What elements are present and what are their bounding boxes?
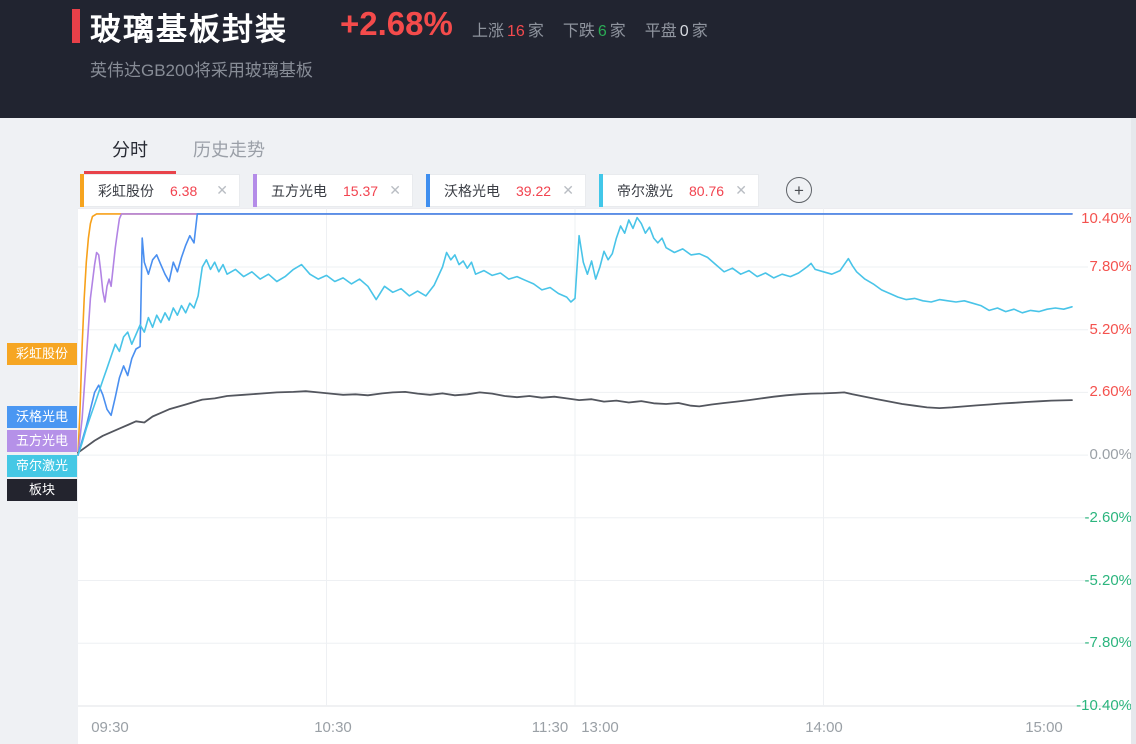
add-stock-button[interactable]: + xyxy=(786,177,812,203)
y-axis-label: 10.40% xyxy=(1081,210,1132,227)
close-icon[interactable]: ✕ xyxy=(735,182,747,198)
series-badge-sector: 板块 xyxy=(7,479,77,501)
x-axis-label: 10:30 xyxy=(314,719,352,736)
y-axis-label: -7.80% xyxy=(1084,634,1132,651)
stock-chip-bar: 彩虹股份 6.38 ✕ 五方光电 15.37 ✕ 沃格光电 39.22 ✕ 帝尔… xyxy=(80,174,759,207)
chip-color-bar xyxy=(426,174,430,207)
x-axis-label: 15:00 xyxy=(1025,719,1063,736)
tab-minute-label: 分时 xyxy=(112,140,148,160)
x-axis-label: 11:30 xyxy=(531,719,569,736)
stat-label: 下跌 xyxy=(562,23,595,40)
x-axis-label: 13:00 xyxy=(581,719,619,736)
chip-stock-name: 帝尔激光 xyxy=(617,182,673,199)
y-axis-label: 5.20% xyxy=(1089,321,1132,338)
stat-unit: 家 xyxy=(609,23,626,40)
stat-label: 平盘 xyxy=(644,23,677,40)
tab-history[interactable]: 历史走势 xyxy=(193,136,265,162)
y-axis-label: 2.60% xyxy=(1089,383,1132,400)
y-axis-label: 7.80% xyxy=(1089,258,1132,275)
title-accent-bar xyxy=(72,9,80,43)
tab-history-label: 历史走势 xyxy=(193,140,265,160)
chip-stock-price: 15.37 xyxy=(343,182,379,199)
close-icon[interactable]: ✕ xyxy=(562,182,574,198)
tab-minute[interactable]: 分时 xyxy=(84,136,176,174)
stat-unchanged: 平盘 0 家 xyxy=(645,17,708,41)
chip-color-bar xyxy=(253,174,257,207)
chip-stock-price: 6.38 xyxy=(170,182,198,199)
chip-stock-name: 五方光电 xyxy=(271,182,327,199)
chip-color-bar xyxy=(80,174,84,207)
series-badge-woge: 沃格光电 xyxy=(7,406,77,428)
header: 玻璃基板封装 +2.68% 上涨 16 家 下跌 6 家 平盘 0 家 英伟达GB200将采… xyxy=(0,0,1136,118)
stock-chip-dier[interactable]: 帝尔激光 80.76 ✕ xyxy=(599,174,759,207)
stat-value: 6 xyxy=(597,23,607,40)
chip-stock-price: 39.22 xyxy=(516,182,552,199)
y-axis-label: -2.60% xyxy=(1084,509,1132,526)
stat-value: 16 xyxy=(507,23,525,40)
stat-advancers: 上涨 16 家 xyxy=(472,17,544,41)
series-badge-dier: 帝尔激光 xyxy=(7,455,77,477)
y-axis-label: 0.00% xyxy=(1089,446,1132,463)
close-icon[interactable]: ✕ xyxy=(216,182,228,198)
stock-chip-wufang[interactable]: 五方光电 15.37 ✕ xyxy=(253,174,413,207)
chip-stock-name: 彩虹股份 xyxy=(98,182,154,199)
x-axis-label: 14:00 xyxy=(805,719,843,736)
stat-label: 上涨 xyxy=(472,23,505,40)
plus-icon: + xyxy=(794,180,804,200)
y-axis-label: -5.20% xyxy=(1084,572,1132,589)
stat-unit: 家 xyxy=(691,23,708,40)
sector-change: +2.68% xyxy=(340,5,453,42)
chip-stock-price: 80.76 xyxy=(689,182,725,199)
news-subtitle: 英伟达GB200将采用玻璃基板 xyxy=(90,61,313,80)
stock-chip-woge[interactable]: 沃格光电 39.22 ✕ xyxy=(426,174,586,207)
active-tab-underline xyxy=(84,171,176,174)
y-axis-label: -10.40% xyxy=(1076,697,1132,714)
x-axis-label: 09:30 xyxy=(91,719,129,736)
close-icon[interactable]: ✕ xyxy=(389,182,401,198)
series-badge-caihong: 彩虹股份 xyxy=(7,343,77,365)
stat-unit: 家 xyxy=(527,23,544,40)
market-breadth-stats: 上涨 16 家 下跌 6 家 平盘 0 家 xyxy=(472,17,708,41)
stock-chip-caihong[interactable]: 彩虹股份 6.38 ✕ xyxy=(80,174,240,207)
sector-title: 玻璃基板封装 xyxy=(90,12,288,47)
stat-value: 0 xyxy=(679,23,689,40)
series-badge-wufang: 五方光电 xyxy=(7,430,77,452)
chip-color-bar xyxy=(599,174,603,207)
right-edge-strip xyxy=(1131,118,1136,744)
chip-stock-name: 沃格光电 xyxy=(444,182,500,199)
stat-decliners: 下跌 6 家 xyxy=(563,17,626,41)
chart-plot-area[interactable] xyxy=(78,208,1131,744)
